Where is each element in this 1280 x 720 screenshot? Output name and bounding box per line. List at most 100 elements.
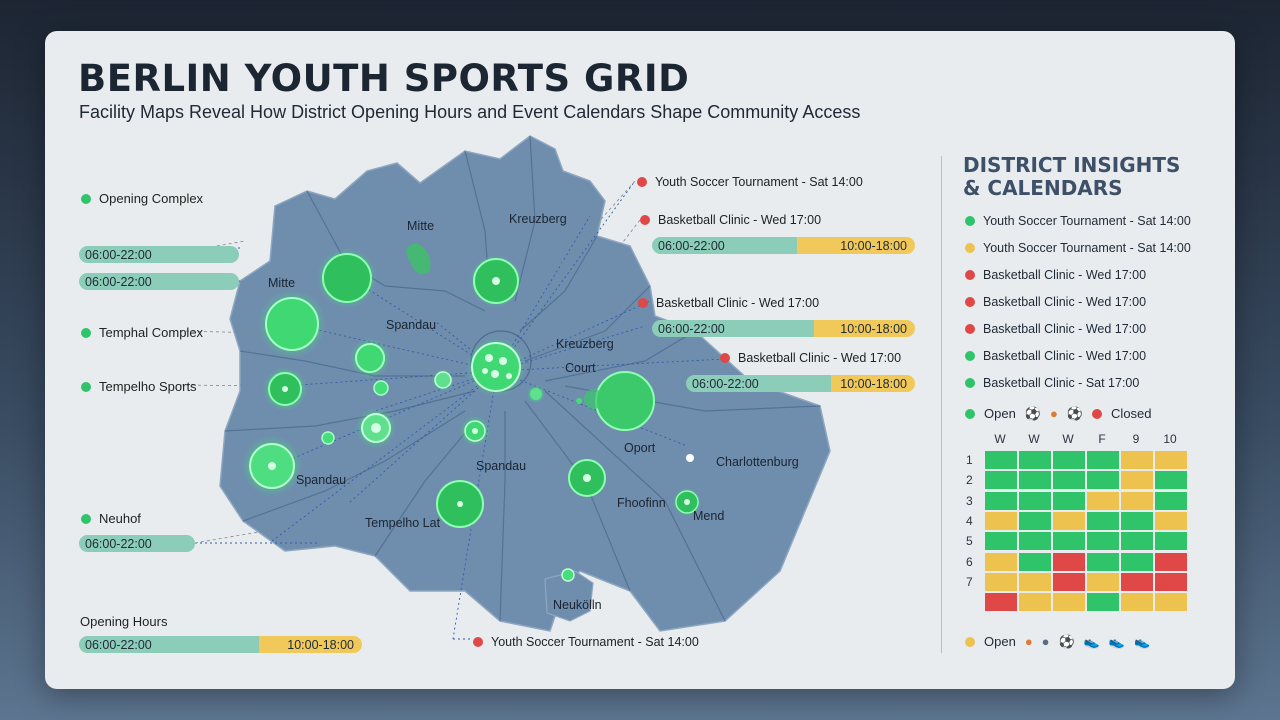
legend-label: Neuhof <box>99 511 141 526</box>
red-dot-icon <box>473 637 483 647</box>
legend-label: Temphal Complex <box>99 325 204 340</box>
calendar-cell <box>1155 532 1187 551</box>
calendar-legend-bottom: Open ● ● ⚽ 👟 👟 👟 <box>965 634 1150 649</box>
legend-label: Opening Complex <box>99 191 204 206</box>
sneaker-icon: 👟 <box>1108 634 1126 649</box>
hours-text: 06:00-22:00 <box>79 246 239 263</box>
calendar-column-header: 10 <box>1163 432 1177 446</box>
green-dot-icon <box>81 327 91 338</box>
calendar-cell <box>985 511 1017 530</box>
calendar-cell <box>985 451 1017 469</box>
closed-dot-icon <box>1092 408 1103 419</box>
legend-temphal-complex: Temphal Complex <box>81 325 203 340</box>
calendar-row-header: 1 <box>966 453 973 467</box>
calendar-cell <box>1053 451 1085 469</box>
calendar-legend-top: Open ⚽ ● ⚽ Closed <box>965 406 1152 421</box>
calendar-cell <box>1121 451 1153 469</box>
calendar-cell <box>1019 451 1051 469</box>
hours-text: 06:00-22:00 <box>686 375 831 392</box>
legend-opening-complex: Opening Complex <box>81 191 203 206</box>
calendar-row-header: 2 <box>966 473 973 488</box>
neukolln-island <box>544 570 594 622</box>
map-label-tempelho-lat: Tempelho Lat <box>365 516 441 530</box>
callout-3: Basketball Clinic - Wed 17:00 <box>638 296 819 310</box>
hours-pill-2: 06:00-22:00 <box>79 273 239 290</box>
sneaker-icon: 👟 <box>1134 634 1151 649</box>
insight-label: Basketball Clinic - Wed 17:00 <box>983 268 1147 282</box>
calendar-cell <box>1053 491 1085 510</box>
calendar-cell <box>1019 471 1051 490</box>
red-dot-icon <box>965 324 975 334</box>
calendar-cell <box>1087 511 1119 530</box>
green-dot-icon <box>965 216 975 226</box>
hours-text: 10:00-18:00 <box>259 636 362 653</box>
hours-text: 10:00-18:00 <box>797 237 915 254</box>
calendar-column-header: 9 <box>1132 432 1140 446</box>
open-dot-icon <box>965 636 975 647</box>
legend-label: Tempelho Sports <box>99 379 197 394</box>
callout-5: Youth Soccer Tournament - Sat 14:00 <box>473 635 699 649</box>
calendar-cell <box>1121 593 1153 612</box>
calendar-cell <box>1087 552 1119 571</box>
callout-4: Basketball Clinic - Wed 17:00 <box>720 351 901 365</box>
calendar-cell <box>1121 532 1153 551</box>
page-title: BERLIN YOUTH SPORTS GRID <box>78 57 690 100</box>
calendar-cell <box>1019 572 1051 591</box>
calendar-column-header: W <box>994 432 1006 446</box>
calendar-column-header: F <box>1098 432 1106 446</box>
calendar-row-header: 3 <box>966 493 973 508</box>
calendar-cell <box>1053 532 1085 551</box>
soccer-ball-icon: ⚽ <box>1066 406 1084 421</box>
insight-item: Basketball Clinic - Wed 17:00 <box>965 295 1146 309</box>
calendar-cell <box>1155 593 1187 612</box>
calendar-cell <box>985 491 1017 510</box>
calendar-row-header: 7 <box>966 574 973 589</box>
calendar-cell <box>1053 593 1085 612</box>
insight-label: Youth Soccer Tournament - Sat 14:00 <box>983 241 1191 255</box>
calendar-cell <box>1087 471 1119 490</box>
calendar-cell <box>1155 511 1187 530</box>
callout-2-hours: 06:00-22:00 10:00-18:00 <box>652 237 915 254</box>
calendar-cell <box>1019 532 1051 551</box>
callout-4-hours: 06:00-22:00 10:00-18:00 <box>686 375 915 392</box>
calendar-column-header: W <box>1062 432 1074 446</box>
sidebar-title: DISTRICT INSIGHTS & CALENDARS <box>963 153 1181 200</box>
calendar-cell <box>1019 491 1051 510</box>
calendar-cell <box>1087 491 1119 510</box>
calendar-cell <box>1053 572 1085 591</box>
calendar-cell <box>1155 572 1187 591</box>
opening-hours-label: Opening Hours <box>80 614 168 629</box>
opening-hours-bar: 06:00-22:00 10:00-18:00 <box>79 636 362 653</box>
district-boundaries <box>224 135 821 622</box>
calendar-cell <box>985 532 1017 551</box>
calendar-cell <box>985 593 1017 612</box>
map-label-kreuzberg-court-1: Kreuzberg <box>556 337 614 351</box>
facility-markers <box>242 248 701 582</box>
calendar-cell <box>1087 451 1119 469</box>
red-dot-icon <box>965 297 975 307</box>
basketball-icon: ● <box>1024 634 1033 649</box>
calendar-cell <box>1053 511 1085 530</box>
green-dot-icon <box>965 378 975 388</box>
volleyball-icon: ● <box>1041 634 1050 649</box>
hours-pill-3: 06:00-22:00 <box>79 535 195 552</box>
insight-label: Basketball Clinic - Wed 17:00 <box>983 322 1147 336</box>
hours-text: 06:00-22:00 <box>652 237 797 254</box>
map-label-kreuzberg-top: Kreuzberg <box>509 212 567 226</box>
callout-1: Youth Soccer Tournament - Sat 14:00 <box>637 175 863 189</box>
sidebar-divider <box>941 156 942 653</box>
insight-item: Basketball Clinic - Wed 17:00 <box>965 349 1146 363</box>
hours-text: 06:00-22:00 <box>79 273 239 290</box>
hours-text: 06:00-22:00 <box>79 535 195 552</box>
red-dot-icon <box>965 270 975 280</box>
calendar-cell <box>1121 572 1153 591</box>
calendar-cell <box>1053 552 1085 571</box>
green-dot-icon <box>965 351 975 361</box>
red-dot-icon <box>637 177 647 187</box>
hours-pill-1: 06:00-22:00 <box>79 246 239 263</box>
calendar-row-header: 4 <box>966 513 973 528</box>
berlin-district-map: Mitte Kreuzberg Mitte Spandau Kreuzberg … <box>179 135 831 640</box>
hours-text: 10:00-18:00 <box>814 320 915 337</box>
calendar-cell <box>1019 552 1051 571</box>
sneaker-icon: 👟 <box>1083 634 1100 649</box>
